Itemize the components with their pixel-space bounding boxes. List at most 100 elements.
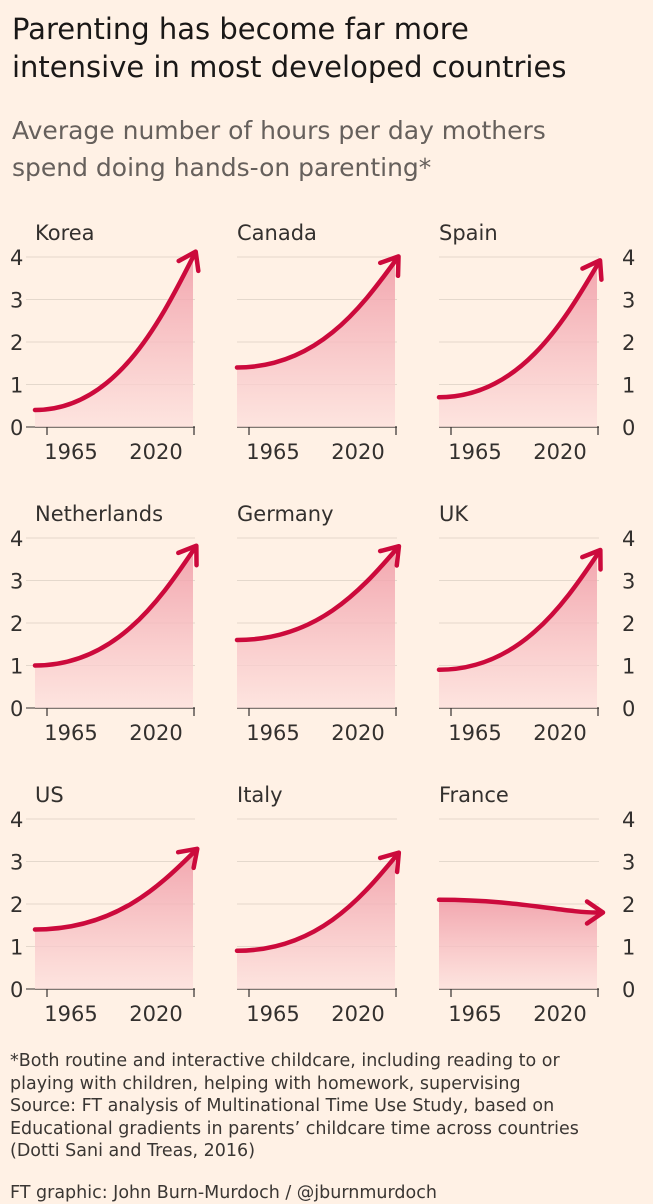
y-tick-label: 3 bbox=[622, 851, 635, 875]
x-tick-label: 1965 bbox=[44, 440, 97, 464]
series-line bbox=[234, 259, 398, 370]
panel-germany: Germany 1965 2020 bbox=[234, 502, 402, 745]
panel-korea: Korea 0 1 2 3 4 1965 2020 bbox=[10, 221, 201, 464]
x-tick-label: 2020 bbox=[331, 1002, 384, 1026]
arrowhead bbox=[584, 899, 606, 926]
y-tick-label: 4 bbox=[10, 808, 23, 832]
y-tick-label: 1 bbox=[622, 655, 635, 679]
chart-title: Parenting has become far more intensive … bbox=[12, 10, 642, 86]
chart-title-line-2: intensive in most developed countries bbox=[12, 50, 567, 84]
series-line bbox=[436, 552, 600, 672]
y-tick-label: 0 bbox=[622, 978, 635, 1002]
y-tick-label: 1 bbox=[10, 374, 23, 398]
arrowhead bbox=[175, 846, 200, 871]
panel-spain: Spain 0 1 2 3 4 1965 2020 bbox=[436, 221, 635, 464]
series-line bbox=[436, 263, 600, 400]
y-tick-label: 3 bbox=[10, 851, 23, 875]
area-fill bbox=[237, 261, 395, 427]
y-tick-label: 1 bbox=[10, 936, 23, 960]
panel-title: UK bbox=[439, 502, 469, 526]
panel-title: Spain bbox=[439, 221, 498, 245]
panel-title: Korea bbox=[35, 221, 95, 245]
y-tick-label: 0 bbox=[622, 416, 635, 440]
x-tick-label: 2020 bbox=[331, 440, 384, 464]
graphic-credit: FT graphic: John Burn-Murdoch / @jburnmu… bbox=[10, 1183, 437, 1203]
chart-subtitle: Average number of hours per day mothers … bbox=[12, 112, 642, 186]
footnote: *Both routine and interactive childcare,… bbox=[10, 1050, 646, 1163]
chart-subtitle-line-2: spend doing hands-on parenting* bbox=[12, 153, 432, 182]
x-tick-label: 1965 bbox=[246, 440, 299, 464]
footnote-line-1: *Both routine and interactive childcare,… bbox=[10, 1051, 560, 1071]
area-fill bbox=[439, 555, 597, 708]
area-fill bbox=[237, 550, 395, 708]
y-tick-label: 2 bbox=[622, 331, 635, 355]
x-tick-label: 2020 bbox=[129, 1002, 182, 1026]
series-line bbox=[234, 548, 398, 643]
panel-italy: Italy 1965 2020 bbox=[234, 783, 402, 1026]
x-tick-label: 2020 bbox=[129, 721, 182, 745]
y-tick-label: 2 bbox=[622, 893, 635, 917]
y-tick-label: 4 bbox=[622, 246, 635, 270]
y-tick-label: 4 bbox=[10, 527, 23, 551]
x-tick-label: 1965 bbox=[448, 721, 501, 745]
x-tick-label: 1965 bbox=[246, 1002, 299, 1026]
panel-title: Germany bbox=[237, 502, 334, 526]
arrowhead bbox=[580, 258, 604, 282]
panel-title: Italy bbox=[237, 783, 283, 807]
series-line bbox=[436, 897, 600, 915]
source-line-1: Source: FT analysis of Multinational Tim… bbox=[10, 1096, 555, 1116]
y-tick-label: 3 bbox=[622, 289, 635, 313]
panel-title: France bbox=[439, 783, 509, 807]
x-tick-label: 1965 bbox=[246, 721, 299, 745]
y-tick-label: 3 bbox=[622, 570, 635, 594]
source-line-2: Educational gradients in parents’ childc… bbox=[10, 1118, 579, 1139]
panel-title: Canada bbox=[237, 221, 317, 245]
y-tick-label: 0 bbox=[10, 416, 23, 440]
x-tick-label: 2020 bbox=[533, 1002, 586, 1026]
arrowhead bbox=[176, 543, 199, 568]
footnote-line-2: playing with children, helping with home… bbox=[10, 1073, 521, 1094]
panel-title: Netherlands bbox=[35, 502, 163, 526]
area-fill bbox=[35, 550, 193, 708]
x-tick-label: 2020 bbox=[533, 721, 586, 745]
panel-france: France 0 1 2 3 4 1965 2020 bbox=[436, 783, 635, 1026]
y-tick-label: 3 bbox=[10, 289, 23, 313]
series-line bbox=[32, 850, 196, 932]
chart-title-line-1: Parenting has become far more bbox=[12, 12, 469, 46]
x-tick-label: 2020 bbox=[533, 440, 586, 464]
source-line-3: (Dotti Sani and Treas, 2016) bbox=[10, 1141, 256, 1161]
area-fill bbox=[439, 899, 597, 989]
y-tick-label: 4 bbox=[622, 527, 635, 551]
series-line bbox=[32, 254, 196, 413]
panel-canada: Canada 1965 2020 bbox=[234, 221, 401, 464]
area-fill bbox=[35, 257, 193, 427]
arrowhead bbox=[377, 850, 402, 875]
y-tick-label: 0 bbox=[10, 697, 23, 721]
y-tick-label: 0 bbox=[10, 978, 23, 1002]
y-tick-label: 2 bbox=[622, 612, 635, 636]
y-tick-label: 2 bbox=[10, 612, 23, 636]
area-fill bbox=[35, 853, 193, 989]
series-line bbox=[32, 548, 196, 668]
panel-uk: UK 0 1 2 3 4 1965 2020 bbox=[436, 502, 635, 745]
panel-us: US 0 1 2 3 4 1965 2020 bbox=[10, 783, 200, 1026]
x-tick-label: 2020 bbox=[331, 721, 384, 745]
y-tick-label: 4 bbox=[10, 246, 23, 270]
y-tick-label: 0 bbox=[622, 697, 635, 721]
arrowhead bbox=[176, 249, 201, 274]
area-fill bbox=[439, 265, 597, 427]
series-line bbox=[234, 855, 398, 953]
y-tick-label: 4 bbox=[622, 808, 635, 832]
arrowhead bbox=[580, 547, 603, 572]
y-tick-label: 1 bbox=[622, 374, 635, 398]
y-tick-label: 1 bbox=[622, 936, 635, 960]
chart-subtitle-line-1: Average number of hours per day mothers bbox=[12, 116, 546, 145]
y-tick-label: 3 bbox=[10, 570, 23, 594]
arrowhead bbox=[377, 254, 401, 279]
x-tick-label: 1965 bbox=[448, 440, 501, 464]
arrowhead bbox=[377, 543, 402, 568]
x-tick-label: 2020 bbox=[129, 440, 182, 464]
x-tick-label: 1965 bbox=[44, 1002, 97, 1026]
x-tick-label: 1965 bbox=[448, 1002, 501, 1026]
